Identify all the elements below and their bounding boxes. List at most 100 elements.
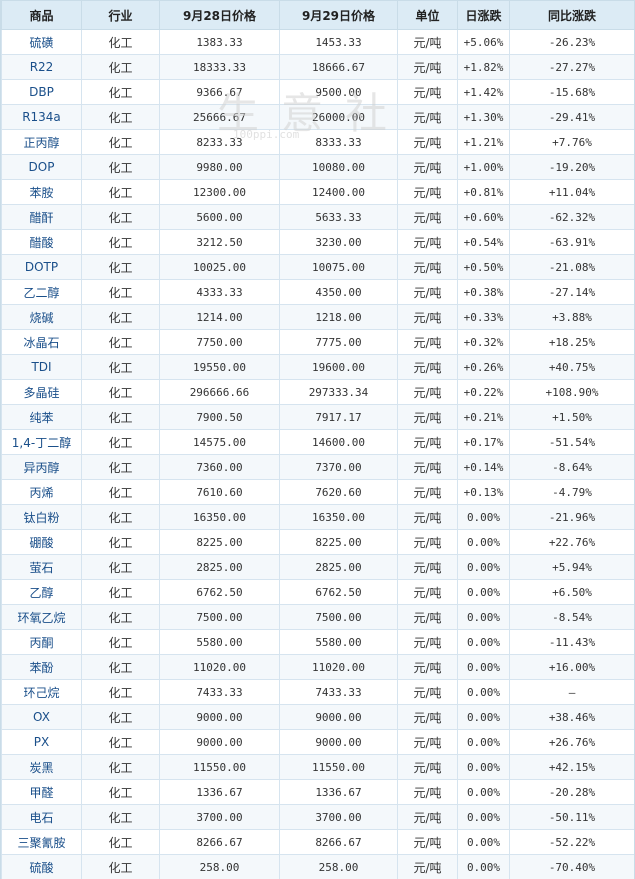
yoy-change-cell: -20.28% <box>509 779 634 805</box>
commodity-name-link[interactable]: 苯胺 <box>1 179 82 205</box>
table-row: 异丙醇 化工 7360.00 7370.00 元/吨 +0.14% -8.64% <box>1 454 634 480</box>
table-row: DOTP 化工 10025.00 10075.00 元/吨 +0.50% -21.08% <box>1 254 634 280</box>
commodity-name-link[interactable]: 三聚氰胺 <box>1 829 82 855</box>
commodity-name-link[interactable]: R134a <box>1 104 82 130</box>
table-row: 三聚氰胺 化工 8266.67 8266.67 元/吨 0.00% -52.22% <box>1 829 634 855</box>
price-0928-cell: 19550.00 <box>159 354 280 380</box>
header-price-0928[interactable]: 9月28日价格 <box>159 0 280 30</box>
commodity-name-link[interactable]: OX <box>1 704 82 730</box>
commodity-name-link[interactable]: 钛白粉 <box>1 504 82 530</box>
header-yoy-change[interactable]: 同比涨跌 <box>509 0 634 30</box>
commodity-name-link[interactable]: 硫磺 <box>1 29 82 55</box>
header-price-0929[interactable]: 9月29日价格 <box>279 0 398 30</box>
table-row: R22 化工 18333.33 18666.67 元/吨 +1.82% -27.27% <box>1 54 634 80</box>
industry-cell: 化工 <box>81 829 160 855</box>
price-0929-cell: 7370.00 <box>279 454 398 480</box>
commodity-name-link[interactable]: 1,4-丁二醇 <box>1 429 82 455</box>
commodity-name-link[interactable]: 正丙醇 <box>1 129 82 155</box>
commodity-name-link[interactable]: DOP <box>1 154 82 180</box>
watermark-url: 100ppi.com <box>233 128 300 141</box>
commodity-name-link[interactable]: 苯酚 <box>1 654 82 680</box>
industry-cell: 化工 <box>81 579 160 605</box>
commodity-name-link[interactable]: DBP <box>1 79 82 105</box>
commodity-name-link[interactable]: 萤石 <box>1 554 82 580</box>
yoy-change-cell: -11.43% <box>509 629 634 655</box>
price-0929-cell: 5633.33 <box>279 204 398 230</box>
unit-cell: 元/吨 <box>397 804 458 830</box>
price-0928-cell: 7360.00 <box>159 454 280 480</box>
header-industry[interactable]: 行业 <box>81 0 160 30</box>
table-row: 硫磺 化工 1383.33 1453.33 元/吨 +5.06% -26.23% <box>1 29 634 55</box>
price-0929-cell: 10080.00 <box>279 154 398 180</box>
commodity-name-link[interactable]: 醋酐 <box>1 204 82 230</box>
price-0928-cell: 258.00 <box>159 854 280 879</box>
yoy-change-cell: -27.27% <box>509 54 634 80</box>
table-row: 1,4-丁二醇 化工 14575.00 14600.00 元/吨 +0.17% -51.54… <box>1 429 634 455</box>
daily-change-cell: 0.00% <box>457 804 510 830</box>
commodity-name-link[interactable]: PX <box>1 729 82 755</box>
table-row: PX 化工 9000.00 9000.00 元/吨 0.00% +26.76% <box>1 729 634 755</box>
daily-change-cell: 0.00% <box>457 629 510 655</box>
commodity-name-link[interactable]: 丙烯 <box>1 479 82 505</box>
unit-cell: 元/吨 <box>397 379 458 405</box>
table-row: DBP 化工 9366.67 9500.00 元/吨 +1.42% -15.68% <box>1 79 634 105</box>
commodity-name-link[interactable]: 醋酸 <box>1 229 82 255</box>
header-name[interactable]: 商品 <box>1 0 82 30</box>
price-0929-cell: 258.00 <box>279 854 398 879</box>
yoy-change-cell: -19.20% <box>509 154 634 180</box>
industry-cell: 化工 <box>81 404 160 430</box>
commodity-name-link[interactable]: 硼酸 <box>1 529 82 555</box>
commodity-name-link[interactable]: 炭黑 <box>1 754 82 780</box>
table-row: 多晶硅 化工 296666.66 297333.34 元/吨 +0.22% +108.90% <box>1 379 634 405</box>
commodity-name-link[interactable]: DOTP <box>1 254 82 280</box>
daily-change-cell: +0.60% <box>457 204 510 230</box>
commodity-name-link[interactable]: 环己烷 <box>1 679 82 705</box>
unit-cell: 元/吨 <box>397 754 458 780</box>
commodity-name-link[interactable]: 冰晶石 <box>1 329 82 355</box>
commodity-name-link[interactable]: 环氧乙烷 <box>1 604 82 630</box>
price-0928-cell: 8225.00 <box>159 529 280 555</box>
price-0929-cell: 14600.00 <box>279 429 398 455</box>
commodity-name-link[interactable]: 硫酸 <box>1 854 82 879</box>
price-0928-cell: 7433.33 <box>159 679 280 705</box>
commodity-name-link[interactable]: 甲醛 <box>1 779 82 805</box>
header-unit[interactable]: 单位 <box>397 0 458 30</box>
yoy-change-cell: +3.88% <box>509 304 634 330</box>
header-daily-change[interactable]: 日涨跌 <box>457 0 510 30</box>
price-0929-cell: 7433.33 <box>279 679 398 705</box>
industry-cell: 化工 <box>81 429 160 455</box>
yoy-change-cell: -51.54% <box>509 429 634 455</box>
commodity-name-link[interactable]: 电石 <box>1 804 82 830</box>
unit-cell: 元/吨 <box>397 279 458 305</box>
commodity-name-link[interactable]: 乙醇 <box>1 579 82 605</box>
commodity-name-link[interactable]: 纯苯 <box>1 404 82 430</box>
table-row: OX 化工 9000.00 9000.00 元/吨 0.00% +38.46% <box>1 704 634 730</box>
unit-cell: 元/吨 <box>397 604 458 630</box>
table-row: 钛白粉 化工 16350.00 16350.00 元/吨 0.00% -21.96% <box>1 504 634 530</box>
yoy-change-cell: +5.94% <box>509 554 634 580</box>
commodity-name-link[interactable]: 异丙醇 <box>1 454 82 480</box>
table-row: TDI 化工 19550.00 19600.00 元/吨 +0.26% +40.75% <box>1 354 634 380</box>
commodity-name-link[interactable]: TDI <box>1 354 82 380</box>
unit-cell: 元/吨 <box>397 704 458 730</box>
commodity-name-link[interactable]: 乙二醇 <box>1 279 82 305</box>
unit-cell: 元/吨 <box>397 579 458 605</box>
unit-cell: 元/吨 <box>397 229 458 255</box>
price-0929-cell: 5580.00 <box>279 629 398 655</box>
price-0929-cell: 1453.33 <box>279 29 398 55</box>
commodity-name-link[interactable]: 烧碱 <box>1 304 82 330</box>
daily-change-cell: +5.06% <box>457 29 510 55</box>
price-0928-cell: 7610.60 <box>159 479 280 505</box>
daily-change-cell: +1.21% <box>457 129 510 155</box>
table-row: 硼酸 化工 8225.00 8225.00 元/吨 0.00% +22.76% <box>1 529 634 555</box>
price-0928-cell: 11020.00 <box>159 654 280 680</box>
commodity-name-link[interactable]: 丙酮 <box>1 629 82 655</box>
unit-cell: 元/吨 <box>397 404 458 430</box>
price-0928-cell: 1214.00 <box>159 304 280 330</box>
commodity-name-link[interactable]: R22 <box>1 54 82 80</box>
industry-cell: 化工 <box>81 704 160 730</box>
commodity-name-link[interactable]: 多晶硅 <box>1 379 82 405</box>
daily-change-cell: 0.00% <box>457 729 510 755</box>
industry-cell: 化工 <box>81 79 160 105</box>
daily-change-cell: +0.21% <box>457 404 510 430</box>
